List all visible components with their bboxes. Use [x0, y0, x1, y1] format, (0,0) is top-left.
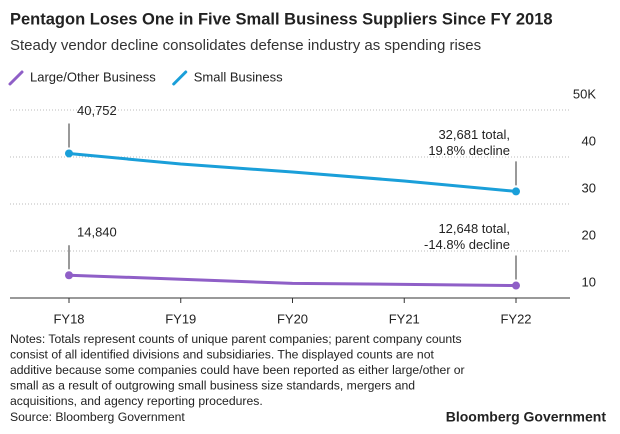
- y-tick-label: 20: [582, 227, 596, 242]
- point: [512, 187, 520, 196]
- note: small as a result of outgrowing small bu…: [10, 379, 415, 393]
- x-tick-label: FY19: [165, 311, 196, 326]
- y-tick-label: 40: [582, 133, 596, 148]
- series-line: [68, 273, 517, 288]
- series-line: [68, 151, 517, 193]
- note: Notes: Totals represent counts of unique…: [10, 332, 462, 346]
- x-tick-label: FY20: [277, 311, 308, 326]
- annotation: 32,681 total,: [438, 127, 510, 142]
- annotation: 19.8% decline: [428, 143, 510, 158]
- x-tick-label: FY21: [389, 311, 420, 326]
- x-tick-label: FY22: [500, 311, 531, 326]
- x-tick-label: FY18: [53, 311, 84, 326]
- source: Source: Bloomberg Government: [10, 410, 185, 424]
- brand: Bloomberg Government: [446, 409, 607, 425]
- annotation: 40,752: [77, 103, 117, 118]
- note: consist of all identified divisions and …: [10, 348, 434, 362]
- note: additive because some companies could ha…: [10, 363, 465, 377]
- annotation: -14.8% decline: [424, 237, 510, 252]
- point: [512, 281, 520, 290]
- legend-swatch: [172, 70, 188, 86]
- y-tick-label: 50K: [573, 86, 596, 101]
- y-tick-label: 10: [582, 274, 596, 289]
- legend-label: Large/Other Business: [30, 69, 156, 84]
- note: acquisitions, and agency reporting proce…: [10, 394, 263, 408]
- annotation: 14,840: [77, 225, 117, 240]
- point: [65, 149, 73, 158]
- y-tick-label: 30: [582, 180, 596, 195]
- point: [65, 271, 73, 280]
- chart-subtitle: Steady vendor decline consolidates defen…: [10, 37, 481, 54]
- legend-swatch: [8, 70, 24, 86]
- legend-label: Small Business: [194, 69, 283, 84]
- chart-title: Pentagon Loses One in Five Small Busines…: [10, 10, 553, 28]
- annotation: 12,648 total,: [438, 221, 510, 236]
